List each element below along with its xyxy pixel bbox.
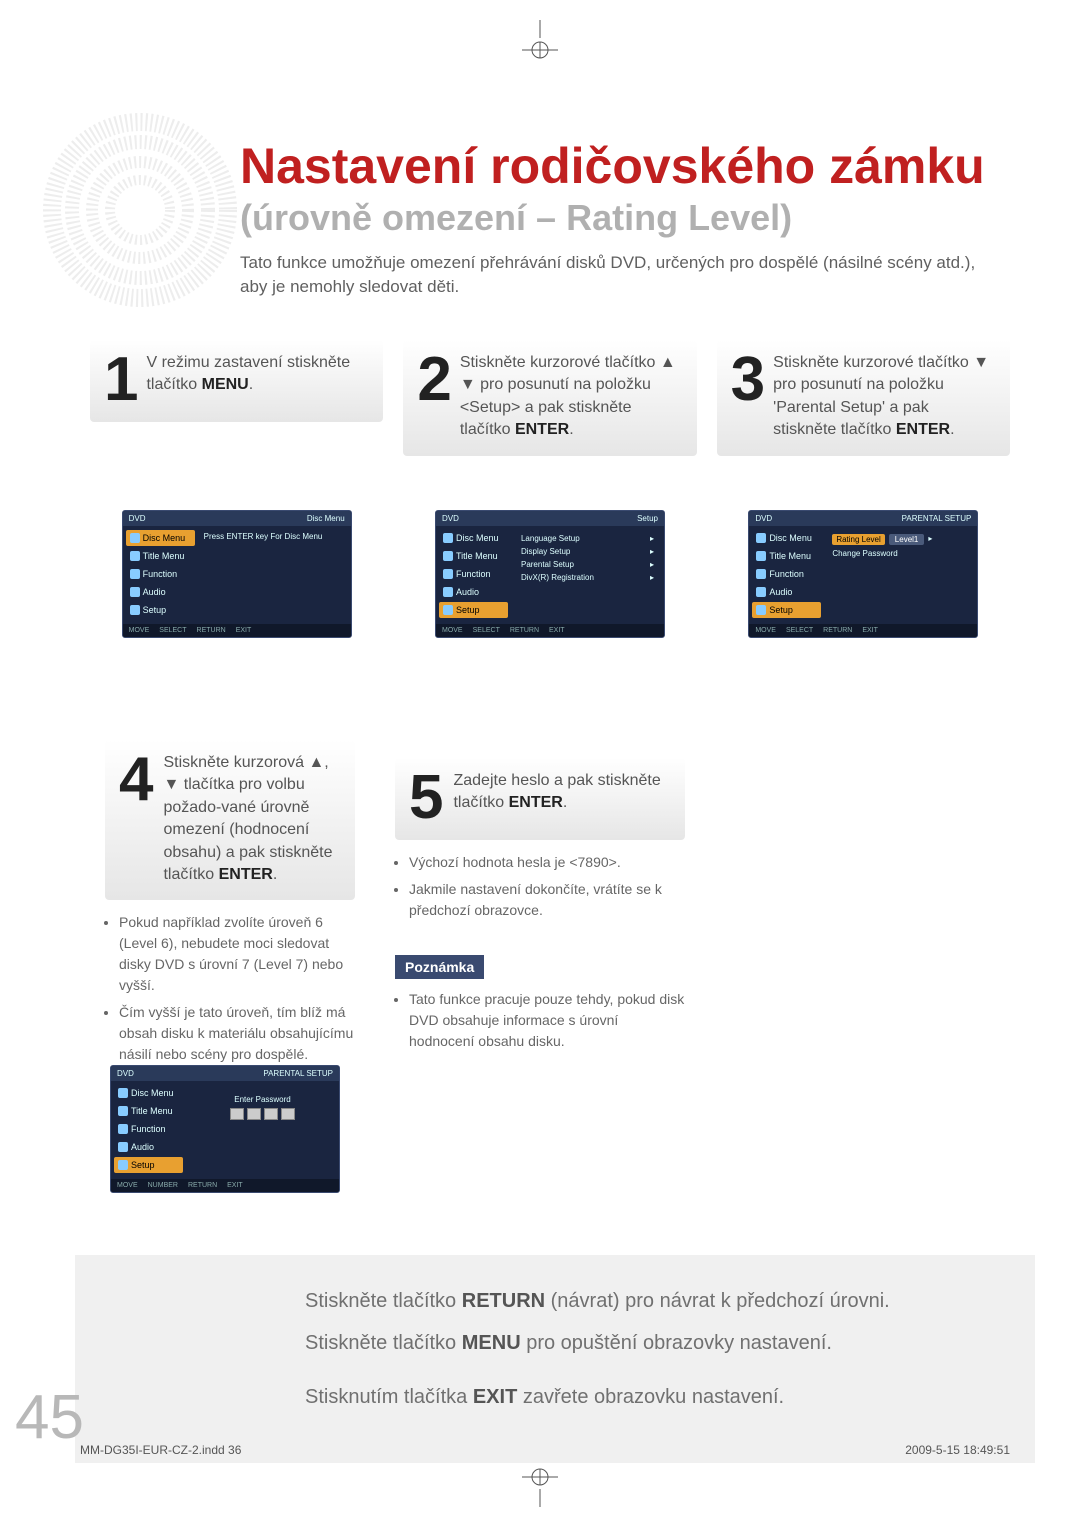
step-2-bold: ENTER xyxy=(515,421,569,438)
dvd2-li4: Setup xyxy=(456,605,480,615)
dvd3-right: Rating LevelLevel1▸ Change Password xyxy=(824,526,977,624)
dvd3-left: Disc Menu Title Menu Function Audio Setu… xyxy=(749,526,824,624)
step-4-pre: Stiskněte kurzorová ▲, ▼ tlačítka pro vo… xyxy=(163,754,332,883)
dvd1-foot: MOVESELECTRETURNEXIT xyxy=(123,624,351,637)
bottom-instruction-block: 45 Stiskněte tlačítko RETURN (návrat) pr… xyxy=(75,1255,1035,1463)
dvd1-li0: Disc Menu xyxy=(143,533,186,543)
step-4-post: . xyxy=(273,866,277,883)
dvd1-li1: Title Menu xyxy=(143,551,185,561)
steps-row-1-3: 1 V režimu zastavení stiskněte tlačítko … xyxy=(90,340,1010,456)
dvd4-left: Disc Menu Title Menu Function Audio Setu… xyxy=(111,1081,186,1179)
step-4-bullet-1: Čím vyšší je tato úroveň, tím blíž má ob… xyxy=(119,1002,355,1065)
step-4-bullet-0: Pokud například zvolíte úroveň 6 (Level … xyxy=(119,912,355,996)
bottom-line-3: Stisknutím tlačítka EXIT zavřete obrazov… xyxy=(305,1381,1005,1413)
step-1-post: . xyxy=(249,376,253,393)
dvd-menu-3: DVD PARENTAL SETUP Disc Menu Title Menu F… xyxy=(748,510,978,638)
step-4-number: 4 xyxy=(119,752,153,808)
page-title-1: Nastavení rodičovského zámku xyxy=(240,140,1000,193)
dvd-tb-l: DVD xyxy=(129,514,146,523)
step-3: 3 Stiskněte kurzorové tlačítko ▼ pro pos… xyxy=(717,340,1010,456)
dvd2-right: Language Setup▸ Display Setup▸ Parental … xyxy=(511,526,664,624)
step-3-text: Stiskněte kurzorové tlačítko ▼ pro posun… xyxy=(773,352,996,442)
step-3-post: . xyxy=(950,421,954,438)
step-4-text: Stiskněte kurzorová ▲, ▼ tlačítka pro vo… xyxy=(163,752,341,886)
step-2-number: 2 xyxy=(417,352,451,408)
dvd4-pw-label: Enter Password xyxy=(192,1095,333,1104)
footer-right: 2009-5-15 18:49:51 xyxy=(905,1443,1010,1457)
dvd-menu-1: DVD Disc Menu Disc Menu Title Menu Functi… xyxy=(122,510,352,638)
dvd2-foot: MOVESELECTRETURNEXIT xyxy=(436,624,664,637)
step-5-text: Zadejte heslo a pak stiskněte tlačítko E… xyxy=(453,770,671,815)
cropmark-bottom xyxy=(510,1467,570,1507)
step-5-bullet-1: Jakmile nastavení dokončíte, vrátíte se … xyxy=(409,879,685,921)
screenshot-row-1-3: DVD Disc Menu Disc Menu Title Menu Functi… xyxy=(90,510,1010,638)
step-3-pre: Stiskněte kurzorové tlačítko ▼ pro posun… xyxy=(773,354,989,438)
screenshot-3: DVD PARENTAL SETUP Disc Menu Title Menu F… xyxy=(717,510,1010,638)
screenshot-4: DVDPARENTAL SETUP Disc Menu Title Menu F… xyxy=(110,1065,335,1193)
step-5: 5 Zadejte heslo a pak stiskněte tlačítko… xyxy=(395,758,685,1052)
dvd2-li1: Title Menu xyxy=(456,551,498,561)
step-5-bullets: Výchozí hodnota hesla je <7890>. Jakmile… xyxy=(395,852,685,921)
page-title-2: (úrovně omezení – Rating Level) xyxy=(240,197,1000,239)
bottom-line-1: Stiskněte tlačítko RETURN (návrat) pro n… xyxy=(305,1285,1005,1317)
step-5-number: 5 xyxy=(409,770,443,826)
title-block: Nastavení rodičovského zámku (úrovně ome… xyxy=(240,140,1000,300)
decorative-swirl xyxy=(40,110,240,310)
dvd3-tb-l: DVD xyxy=(755,514,772,523)
dvd3-foot: MOVESELECTRETURNEXIT xyxy=(749,624,977,637)
dvd4-foot: MOVENUMBERRETURNEXIT xyxy=(111,1179,339,1192)
dvd1-li2: Function xyxy=(143,569,178,579)
step-5-bold: ENTER xyxy=(509,794,563,811)
footer-left: MM-DG35I-EUR-CZ-2.indd 36 xyxy=(80,1443,241,1457)
bottom-line-2: Stiskněte tlačítko MENU pro opuštění obr… xyxy=(305,1327,1005,1359)
screenshot-1: DVD Disc Menu Disc Menu Title Menu Functi… xyxy=(90,510,383,638)
step-1: 1 V režimu zastavení stiskněte tlačítko … xyxy=(90,340,383,456)
step-4: 4 Stiskněte kurzorová ▲, ▼ tlačítka pro … xyxy=(105,740,355,1071)
dvd-tb-r: Disc Menu xyxy=(307,514,345,523)
step-1-text: V režimu zastavení stiskněte tlačítko ME… xyxy=(146,352,369,397)
dvd-menu-4: DVDPARENTAL SETUP Disc Menu Title Menu F… xyxy=(110,1065,340,1193)
step-3-bold: ENTER xyxy=(896,421,950,438)
note-label: Poznámka xyxy=(395,955,484,979)
dvd1-li4: Setup xyxy=(143,605,167,615)
dvd1-left: Disc Menu Title Menu Function Audio Setu… xyxy=(123,526,198,624)
note-body: Tato funkce pracuje pouze tehdy, pokud d… xyxy=(395,989,685,1052)
dvd2-tb-l: DVD xyxy=(442,514,459,523)
dvd2-tb-r: Setup xyxy=(637,514,658,523)
dvd-menu-2: DVD Setup Disc Menu Title Menu Function A… xyxy=(435,510,665,638)
step-5-post: . xyxy=(563,794,567,811)
step-4-bold: ENTER xyxy=(219,866,273,883)
dvd2-li3: Audio xyxy=(456,587,479,597)
step-2: 2 Stiskněte kurzorové tlačítko ▲ ▼ pro p… xyxy=(403,340,696,456)
dvd4-right: Enter Password xyxy=(186,1081,339,1179)
step-1-bold: MENU xyxy=(202,376,249,393)
page-number: 45 xyxy=(15,1382,84,1453)
dvd1-right: Press ENTER key For Disc Menu xyxy=(198,526,351,624)
step-2-post: . xyxy=(569,421,573,438)
screenshot-2: DVD Setup Disc Menu Title Menu Function A… xyxy=(403,510,696,638)
page-intro: Tato funkce umožňuje omezení přehrávání … xyxy=(240,251,1000,300)
cropmark-top xyxy=(510,20,570,60)
note-text: Tato funkce pracuje pouze tehdy, pokud d… xyxy=(409,989,685,1052)
dvd2-li2: Function xyxy=(456,569,491,579)
dvd2-left: Disc Menu Title Menu Function Audio Setu… xyxy=(436,526,511,624)
dvd3-tb-r: PARENTAL SETUP xyxy=(902,514,972,523)
step-2-text: Stiskněte kurzorové tlačítko ▲ ▼ pro pos… xyxy=(460,352,683,442)
step-3-number: 3 xyxy=(731,352,765,408)
step-1-number: 1 xyxy=(104,352,138,408)
step-5-bullet-0: Výchozí hodnota hesla je <7890>. xyxy=(409,852,685,873)
dvd2-li0: Disc Menu xyxy=(456,533,499,543)
dvd1-li3: Audio xyxy=(143,587,166,597)
step-4-bullets: Pokud například zvolíte úroveň 6 (Level … xyxy=(105,912,355,1065)
